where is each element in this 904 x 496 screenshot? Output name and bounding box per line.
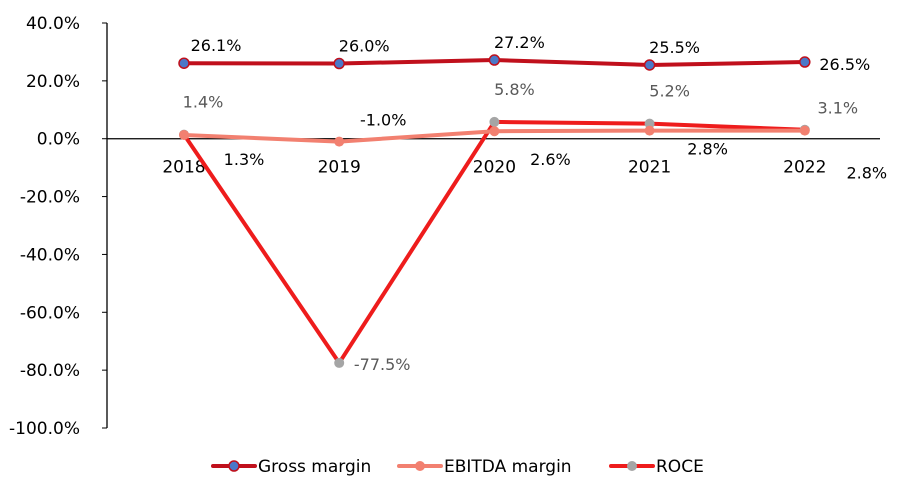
y-tick-label: -20.0%: [20, 188, 80, 208]
legend: Gross margin EBITDA margin ROCE: [211, 457, 704, 477]
y-tick-label: 40.0%: [26, 14, 80, 34]
x-tick-label: 2020: [473, 158, 516, 178]
y-tick-label: 20.0%: [26, 72, 80, 92]
legend-label: Gross margin: [258, 457, 371, 477]
data-label: -77.5%: [354, 355, 411, 374]
data-label: 27.2%: [494, 33, 545, 52]
data-label: 2.6%: [530, 150, 571, 169]
data-point: [333, 57, 345, 70]
data-label: 2.8%: [846, 164, 887, 183]
data-point: [799, 125, 810, 136]
y-tick-label: 0.0%: [37, 130, 80, 150]
y-tick-label: -40.0%: [20, 245, 80, 265]
legend-label: ROCE: [656, 457, 704, 477]
data-label: 5.2%: [649, 82, 690, 101]
data-point: [643, 59, 656, 71]
legend-swatch-marker: [415, 461, 425, 471]
data-label: 25.5%: [649, 38, 700, 57]
data-point: [644, 118, 655, 129]
data-point: [179, 129, 189, 140]
legend-label: EBITDA margin: [444, 457, 572, 477]
x-tick-label: 2018: [162, 158, 205, 178]
data-label: 2.8%: [687, 140, 728, 159]
data-label: 26.5%: [819, 55, 870, 74]
data-label: 26.1%: [191, 36, 242, 55]
data-point: [644, 125, 655, 136]
data-label: 1.3%: [224, 150, 265, 169]
data-point: [488, 54, 501, 66]
y-tick-label: -80.0%: [20, 361, 80, 381]
data-point: [489, 126, 500, 137]
data-point: [178, 57, 190, 69]
data-label: 3.1%: [817, 99, 858, 118]
axes: 40.0% 20.0% 0.0% -20.0% -40.0% -60.0% -80.0% -1…: [9, 14, 880, 439]
data-point: [489, 116, 500, 127]
data-point: [799, 56, 811, 68]
data-label: 1.4%: [183, 93, 224, 112]
data-label: -1.0%: [360, 111, 406, 130]
data-point: [334, 357, 345, 368]
data-label: 5.8%: [494, 80, 535, 99]
series-lines: [178, 54, 811, 368]
x-tick-label: 2022: [783, 158, 826, 178]
x-tick-label: 2019: [318, 158, 361, 178]
legend-swatch-marker: [228, 460, 240, 472]
x-tick-label: 2021: [628, 158, 671, 178]
legend-swatch-marker: [627, 461, 637, 471]
y-tick-label: -60.0%: [20, 303, 80, 323]
y-tick-label: -100.0%: [9, 419, 80, 439]
data-labels: 26.1% 26.0% 27.2% 25.5% 26.5% 1.3% -1.0% 2.6% 2.…: [183, 33, 887, 374]
data-point: [334, 136, 345, 147]
data-label: 26.0%: [339, 37, 390, 56]
